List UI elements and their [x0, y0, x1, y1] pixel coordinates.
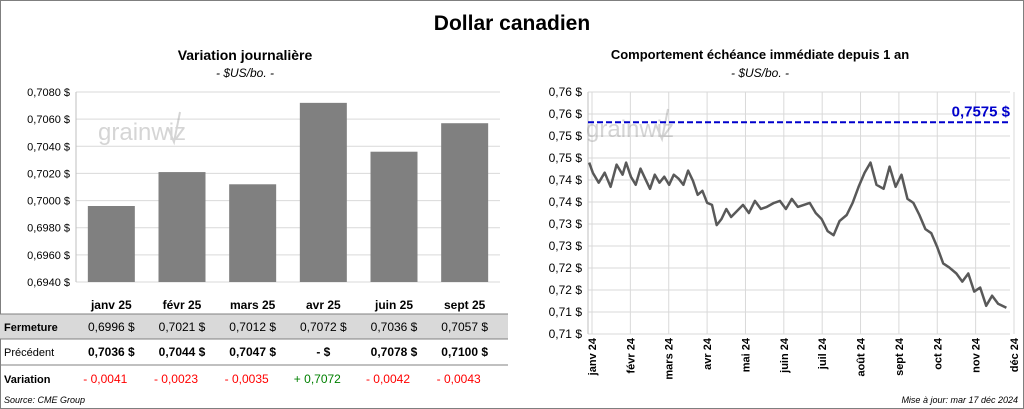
bar: [229, 184, 277, 282]
x-tick-label: oct 24: [932, 337, 944, 370]
variation-cell: - 0,0023: [154, 372, 198, 386]
fermeture-cell: 0,7057 $: [441, 320, 488, 334]
y-tick-label: 0,7040 $: [27, 141, 70, 153]
x-tick-label: nov 24: [971, 337, 983, 373]
x-tick-label: mars 25: [230, 298, 276, 312]
x-tick-label: juin 24: [779, 337, 791, 374]
precedent-cell: 0,7047 $: [229, 345, 276, 359]
x-tick-label: mars 24: [664, 337, 676, 379]
x-tick-label: janv 25: [90, 298, 132, 312]
y-tick-label: 0,71 $: [549, 327, 583, 341]
y-tick-label: 0,72 $: [549, 283, 583, 297]
bar-chart-subtitle: - $US/bo. -: [215, 66, 275, 80]
x-tick-label: juil 24: [817, 337, 829, 370]
y-tick-label: 0,7000 $: [27, 196, 70, 208]
x-tick-label: juin 25: [374, 298, 413, 312]
series-line: [588, 161, 1007, 309]
y-tick-label: 0,73 $: [549, 217, 583, 231]
x-tick-label: janv 24: [587, 337, 599, 376]
line-chart: 0,71 $ 0,71 $ 0,72 $ 0,72 $ 0,73 $ 0,73 $ 0,74…: [549, 85, 1021, 380]
y-tick-label: 0,74 $: [549, 195, 583, 209]
fermeture-cell: 0,6996 $: [88, 320, 135, 334]
x-tick-label: sept 24: [894, 337, 906, 376]
fermeture-cell: 0,7036 $: [371, 320, 418, 334]
row-label-fermeture: Fermeture: [4, 322, 58, 334]
x-tick-label: mai 24: [740, 337, 752, 372]
variation-cell: - 0,0041: [83, 372, 127, 386]
y-tick-label: 0,72 $: [549, 261, 583, 275]
y-tick-label: 0,74 $: [549, 173, 583, 187]
watermark-text: grainwiz: [98, 119, 186, 146]
variation-cell: + 0,7072: [294, 372, 341, 386]
line-chart-subtitle: - $US/bo. -: [730, 66, 790, 80]
source-note: Source: CME Group: [4, 395, 86, 405]
row-label-variation: Variation: [4, 374, 51, 386]
y-tick-label: 0,75 $: [549, 151, 583, 165]
watermark-text: grainwiz: [586, 116, 674, 143]
variation-cell: - 0,0043: [437, 372, 481, 386]
variation-cell: - 0,0042: [366, 372, 410, 386]
bar-chart-title: Variation journalière: [177, 47, 313, 63]
y-tick-label: 0,76 $: [549, 85, 583, 99]
x-tick-label: févr 24: [625, 337, 637, 373]
y-tick-label: 0,76 $: [549, 107, 583, 121]
watermark-check-icon: [167, 111, 181, 146]
x-tick-label: août 24: [856, 337, 868, 376]
y-tick-label: 0,6960 $: [27, 250, 70, 262]
variation-cell: - 0,0035: [225, 372, 269, 386]
y-tick-label: 0,7060 $: [27, 114, 70, 126]
watermark-check-icon: [655, 108, 669, 143]
y-tick-label: 0,6940 $: [27, 277, 70, 289]
y-tick-label: 0,7020 $: [27, 168, 70, 180]
x-tick-label: févr 25: [163, 298, 202, 312]
fermeture-cell: 0,7012 $: [229, 320, 276, 334]
reference-label: 0,7575 $: [952, 103, 1011, 120]
y-tick-label: 0,75 $: [549, 129, 583, 143]
x-tick-label: déc 24: [1009, 337, 1021, 372]
precedent-cell: 0,7078 $: [371, 345, 418, 359]
x-tick-label: avr 24: [702, 337, 714, 370]
y-tick-label: 0,6980 $: [27, 223, 70, 235]
bar: [370, 151, 418, 282]
precedent-cell: 0,7100 $: [441, 345, 488, 359]
watermark: grainwiz: [98, 111, 186, 146]
bar: [87, 206, 135, 282]
row-label-precedent: Précédent: [4, 347, 54, 359]
bar-chart: 0,6940 $ 0,6960 $ 0,6980 $ 0,7000 $ 0,7020 $…: [0, 87, 508, 386]
y-tick-label: 0,7080 $: [27, 87, 70, 99]
bar: [158, 172, 206, 282]
x-tick-label: sept 25: [444, 298, 486, 312]
fermeture-cell: 0,7072 $: [300, 320, 347, 334]
line-chart-title: Comportement échéance immédiate depuis 1…: [610, 47, 910, 62]
x-tick-label: avr 25: [306, 298, 341, 312]
y-tick-label: 0,73 $: [549, 239, 583, 253]
fermeture-cell: 0,7021 $: [159, 320, 206, 334]
page-title: Dollar canadien: [433, 12, 591, 35]
update-note: Mise à jour: mar 17 déc 2024: [901, 395, 1018, 405]
y-tick-label: 0,71 $: [549, 305, 583, 319]
bar: [299, 102, 347, 282]
bar: [441, 123, 489, 282]
table-band: [0, 314, 508, 339]
watermark: grainwiz: [586, 108, 674, 143]
precedent-cell: - $: [316, 345, 330, 359]
precedent-cell: 0,7036 $: [88, 345, 135, 359]
precedent-cell: 0,7044 $: [159, 345, 206, 359]
